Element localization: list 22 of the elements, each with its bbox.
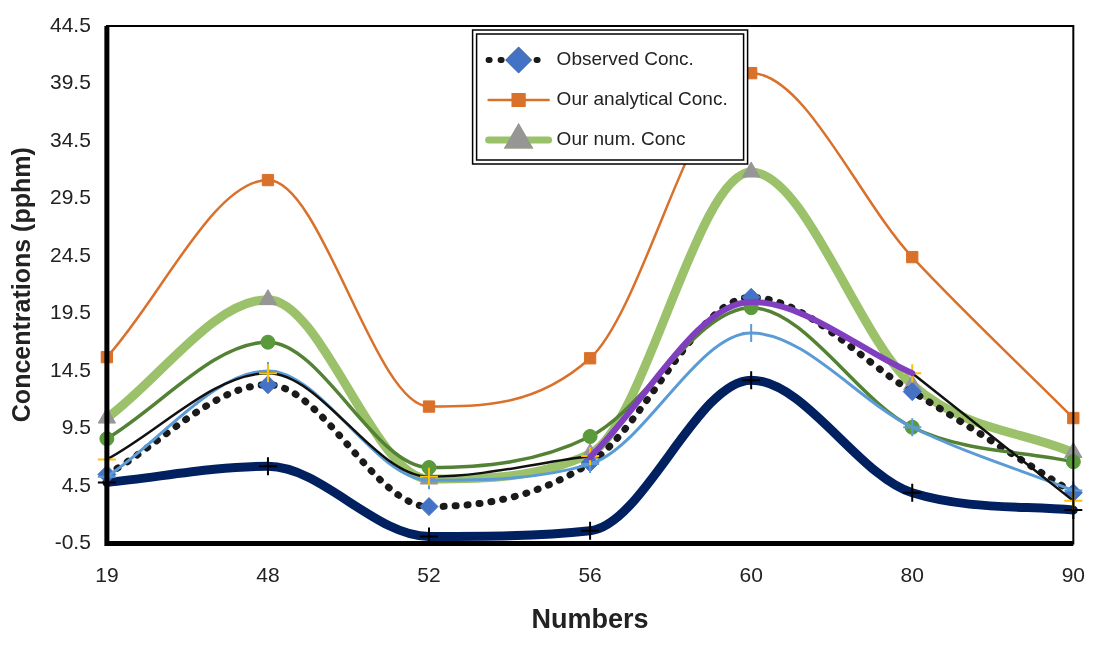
legend-label: Our num. Conc xyxy=(556,128,686,150)
y-tick-label: 9.5 xyxy=(61,415,91,439)
x-tick-label: 52 xyxy=(417,562,441,586)
x-tick-label: 80 xyxy=(900,562,924,586)
x-tick-label: 56 xyxy=(578,562,602,586)
y-tick-label: 4.5 xyxy=(61,472,91,496)
legend-label: Observed Conc. xyxy=(556,48,694,70)
x-tick-label: 60 xyxy=(739,562,763,586)
x-axis-title: Numbers xyxy=(531,604,649,635)
y-tick-label: 34.5 xyxy=(50,127,91,151)
y-tick-label: 14.5 xyxy=(50,357,91,381)
y-tick-label: -0.5 xyxy=(54,530,91,554)
x-tick-label: 90 xyxy=(1061,562,1085,586)
legend-label: Our analytical Conc. xyxy=(556,88,728,110)
y-axis-title: Concentrations (pphm) xyxy=(6,147,35,423)
y-tick-label: 39.5 xyxy=(50,70,91,94)
y-tick-label: 24.5 xyxy=(50,242,91,266)
y-tick-label: 19.5 xyxy=(50,300,91,324)
x-tick-label: 48 xyxy=(256,562,280,586)
x-tick-label: 19 xyxy=(95,562,119,586)
y-tick-label: 29.5 xyxy=(50,185,91,209)
y-tick-label: 44.5 xyxy=(50,12,91,36)
